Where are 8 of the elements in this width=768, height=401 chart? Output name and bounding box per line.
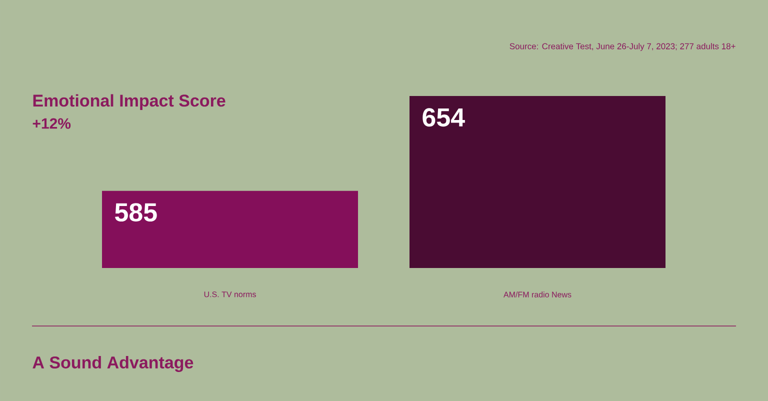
data-label: 585 [115,203,157,222]
x-tick-label: AM/FM radio News [504,292,572,298]
chart-title: Emotional Impact Score [33,94,226,110]
source-note: Source: Creative Test, June 26-July 7, 2023; 277 adults 18+ [510,43,736,51]
text: A Sound Advantage [32,356,194,372]
data-label: 654 [422,108,465,127]
text: +12% [32,118,71,129]
x-tick-label: U.S. TV norms [204,292,256,298]
